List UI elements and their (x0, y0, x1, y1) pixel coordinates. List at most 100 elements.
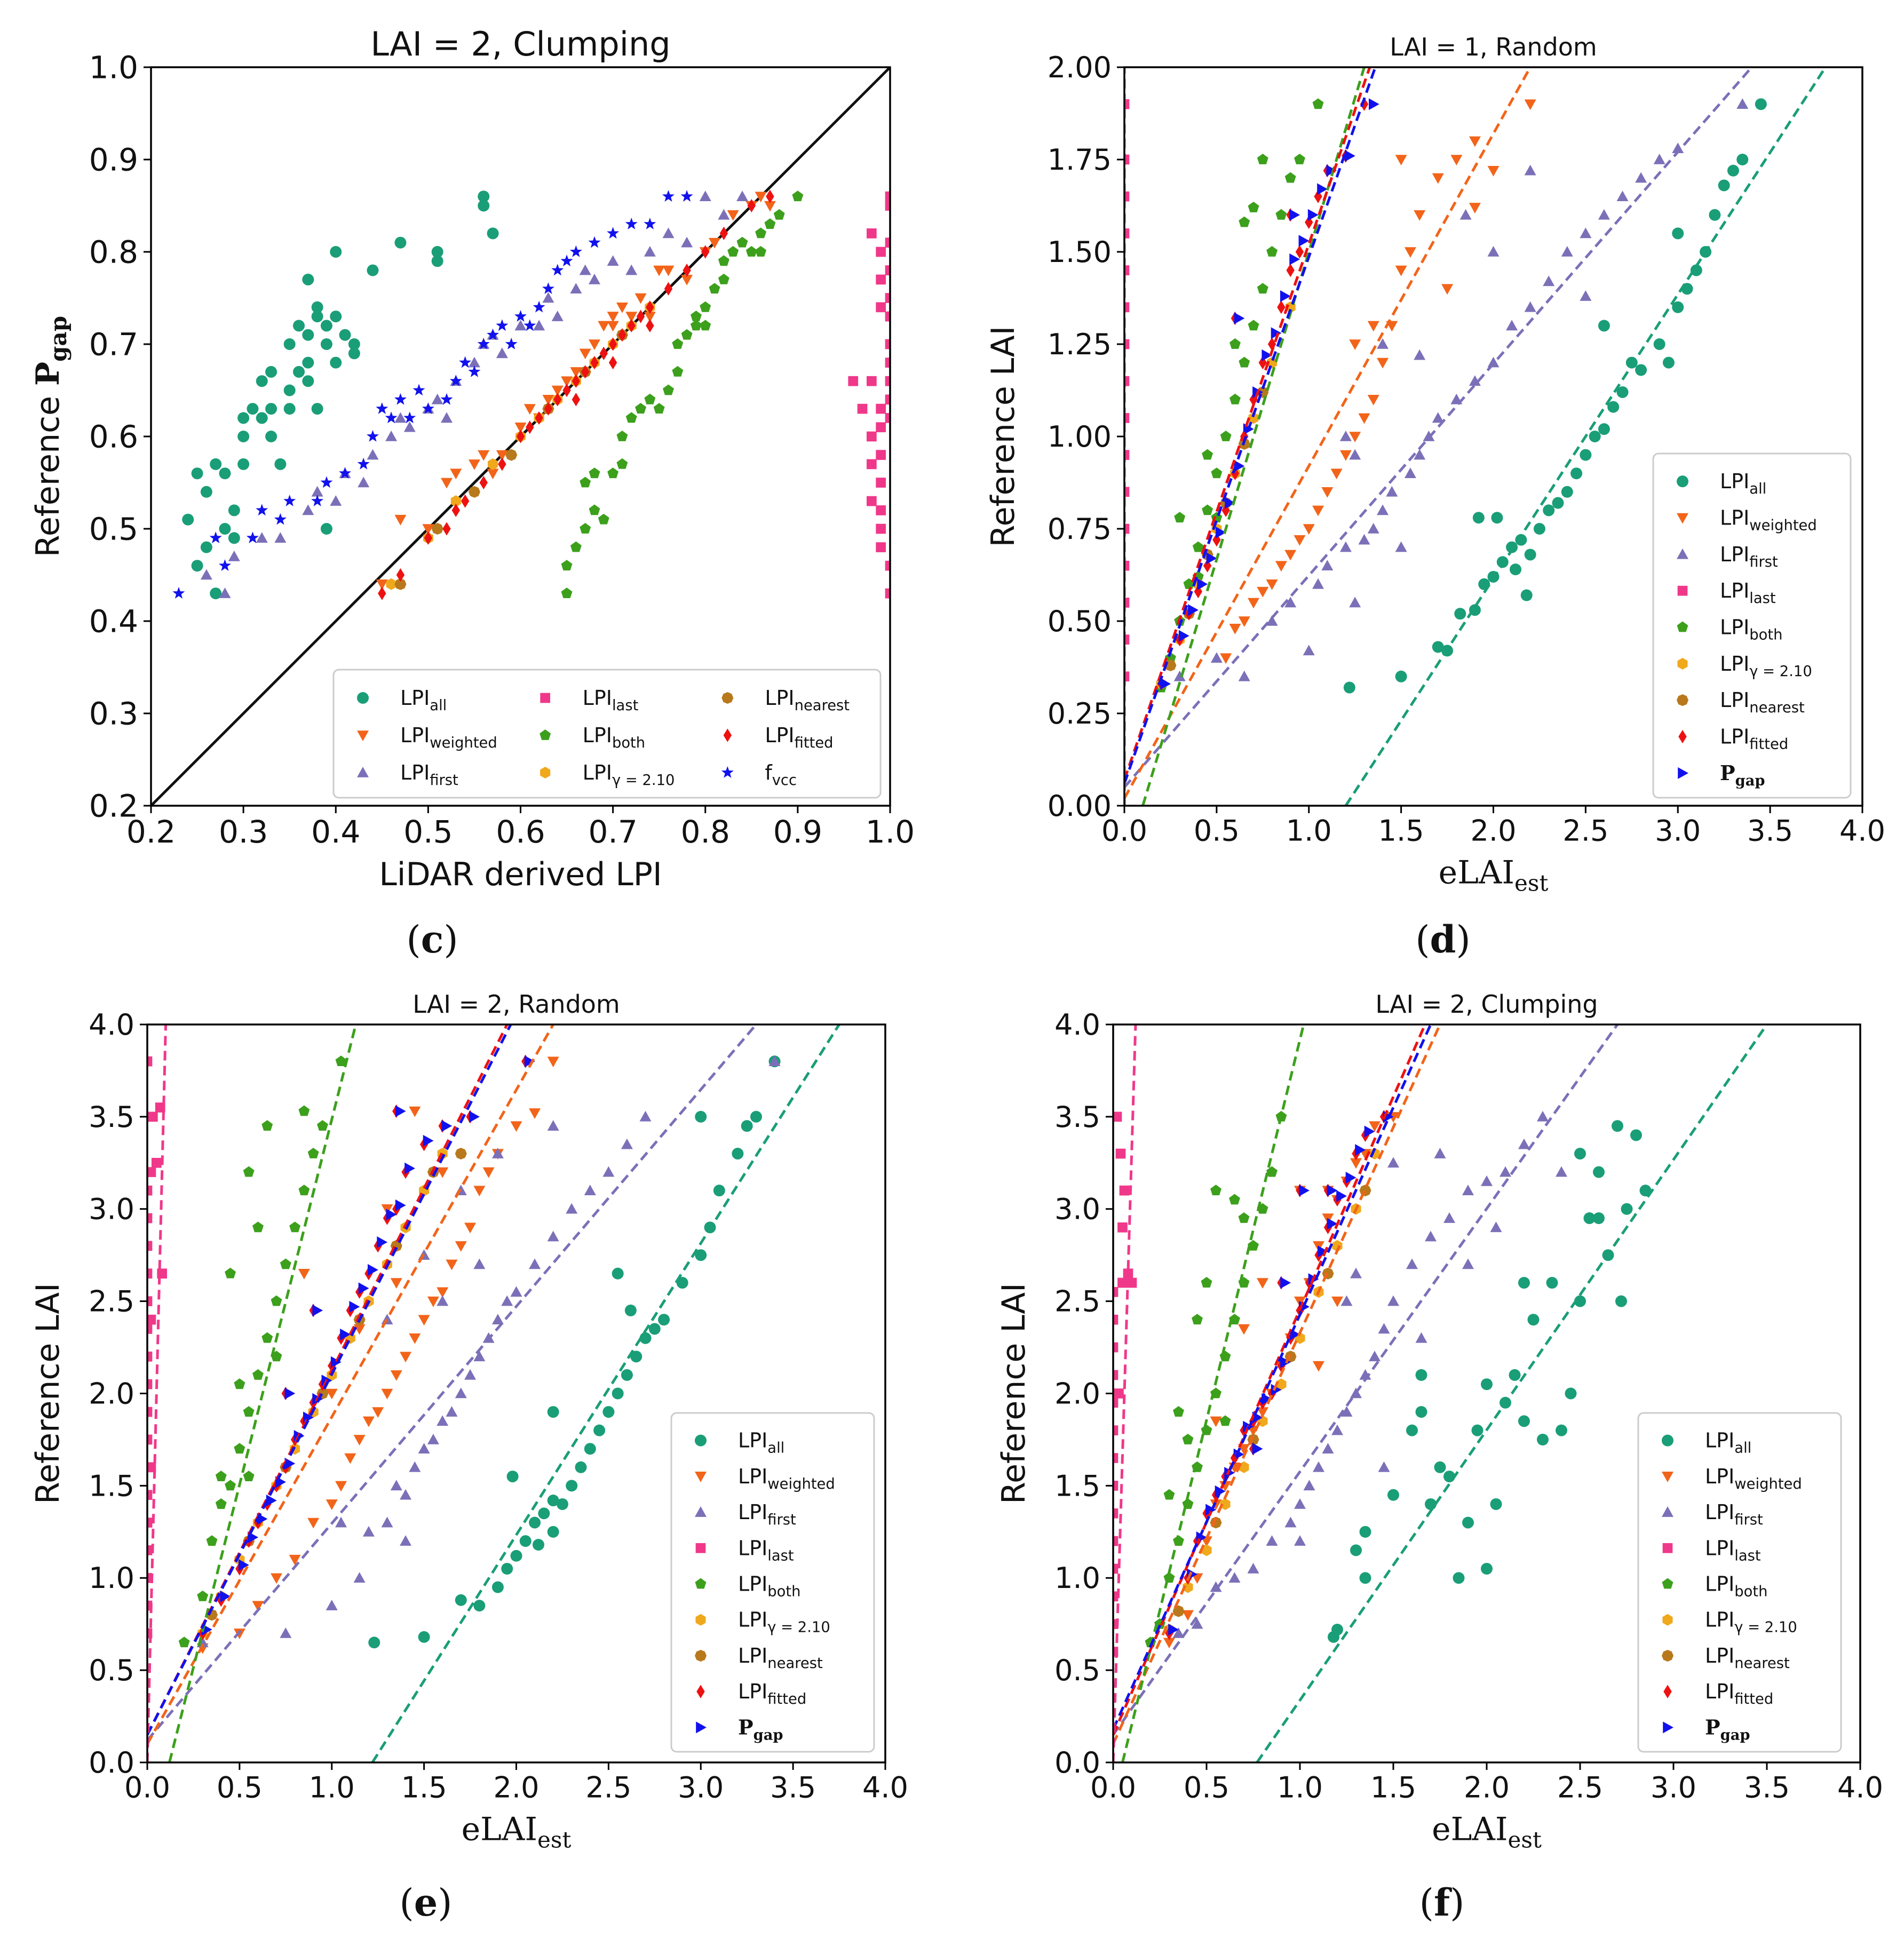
series-fitted (378, 189, 774, 600)
data-point-first (1313, 1461, 1324, 1472)
legend-label-base: LPI (1705, 1644, 1734, 1667)
legend-label-base: LPI (1705, 1536, 1734, 1560)
legend-label-sub: nearest (795, 697, 850, 714)
y-tick-label: 2.5 (1054, 1285, 1100, 1318)
data-point-first (311, 486, 323, 497)
data-point-first (468, 356, 480, 368)
legend-label-sub: γ = 2.10 (612, 772, 675, 789)
chart-title: LAI = 1, Random (1390, 33, 1597, 61)
data-point-first (274, 532, 287, 543)
data-point-weighted (1238, 616, 1250, 627)
fit-line-pgap (1124, 67, 1377, 784)
data-point-both (178, 1637, 190, 1648)
x-tick-label: 0.5 (1194, 814, 1240, 847)
data-point-first (437, 1295, 449, 1306)
data-point-first (441, 412, 453, 423)
y-axis-label: Reference LAI (29, 1283, 67, 1504)
data-point-first (718, 209, 730, 220)
legend-marker-last (1677, 585, 1688, 596)
x-tick-label: 2.0 (1471, 814, 1517, 847)
y-tick-label: 0.0 (1054, 1746, 1100, 1780)
data-point-fitted (719, 226, 728, 241)
fit-line-all (1344, 67, 1827, 806)
data-point-all (1561, 486, 1573, 498)
data-point-weighted (1450, 155, 1463, 165)
data-point-both (1173, 1406, 1184, 1417)
data-point-first (1266, 1535, 1278, 1546)
data-point-last (876, 247, 886, 257)
y-tick-label: 0.7 (89, 326, 138, 362)
legend-label-base: LPI (765, 686, 794, 710)
data-point-pgap (377, 1236, 388, 1248)
data-point-first (1425, 1230, 1437, 1242)
legend-label-sub: gap (753, 1726, 783, 1743)
legend-box (1652, 452, 1852, 799)
data-point-weighted (298, 1268, 310, 1280)
data-point-all (1415, 1406, 1427, 1418)
data-point-pgap (1206, 552, 1217, 565)
legend-label-weighted: LPIweighted (400, 724, 497, 751)
data-point-last (1113, 1536, 1118, 1546)
data-point-weighted (1367, 321, 1379, 332)
data-point-fitted (636, 309, 645, 323)
legend-marker-last (540, 693, 551, 703)
legend-label-pgap: Pgap (738, 1715, 783, 1743)
legend-label-sub: fitted (795, 735, 834, 751)
data-point-first (1321, 560, 1334, 570)
data-point-both (589, 467, 600, 479)
data-point-weighted (376, 579, 388, 590)
panel-label-paren: ) (1450, 1881, 1464, 1925)
legend-label-sub: nearest (1734, 1655, 1790, 1672)
data-point-both (1210, 1185, 1221, 1196)
data-point-both (261, 1120, 273, 1131)
data-point-all (219, 523, 231, 535)
data-point-all (750, 1110, 762, 1123)
data-point-all (1598, 320, 1610, 332)
data-point-fitted (544, 402, 553, 416)
series-last (147, 1056, 168, 1639)
data-point-all (1598, 423, 1610, 435)
legend-label-sub: both (1749, 627, 1782, 644)
data-point-last (885, 376, 890, 386)
data-point-first (1462, 1258, 1474, 1269)
panel-label: (c) (406, 917, 458, 962)
data-point-all (210, 587, 222, 600)
data-point-last (1124, 671, 1130, 682)
data-point-last (876, 542, 886, 552)
data-point-last (147, 1296, 153, 1306)
data-point-weighted (482, 1167, 495, 1178)
data-point-weighted (1349, 432, 1361, 442)
data-point-all (1570, 467, 1583, 480)
data-point-weighted (634, 293, 647, 304)
data-point-last (1113, 1453, 1118, 1463)
data-point-weighted (437, 1287, 449, 1298)
legend-label-both: LPIboth (738, 1572, 800, 1600)
legend-label-sub: last (1749, 590, 1776, 607)
data-point-weighted (523, 404, 536, 415)
data-point-last (147, 1314, 156, 1325)
legend-label-pgap: Pgap (1720, 761, 1765, 789)
data-point-first (400, 1489, 412, 1500)
data-point-weighted (1284, 550, 1297, 561)
legend-label-sub: weighted (1734, 1476, 1802, 1492)
data-point-all (501, 1562, 513, 1575)
y-tick-label: 0.2 (89, 788, 138, 824)
data-point-all (593, 1424, 606, 1436)
series-last (1124, 99, 1130, 682)
data-point-all (228, 532, 240, 544)
data-point-last (147, 1518, 153, 1528)
data-point-fvcc (449, 375, 462, 386)
data-point-all (210, 458, 222, 470)
data-point-all (247, 403, 259, 415)
data-point-pgap (340, 1328, 351, 1340)
data-point-all (1616, 386, 1629, 398)
panel-c: 0.2 0.3 0.4 0.5 0.6 0.7 0.8 0.9 1.0 0.2 0.3 0.4 0.5 0… (29, 25, 915, 893)
data-point-last (1113, 1111, 1122, 1122)
data-point-fitted (498, 457, 506, 471)
data-point-last (1119, 1185, 1130, 1196)
fit-line-first (147, 1024, 757, 1742)
data-point-all (506, 1471, 519, 1483)
data-point-weighted (1395, 265, 1407, 276)
data-point-first (381, 1516, 393, 1528)
data-point-weighted (755, 192, 767, 203)
